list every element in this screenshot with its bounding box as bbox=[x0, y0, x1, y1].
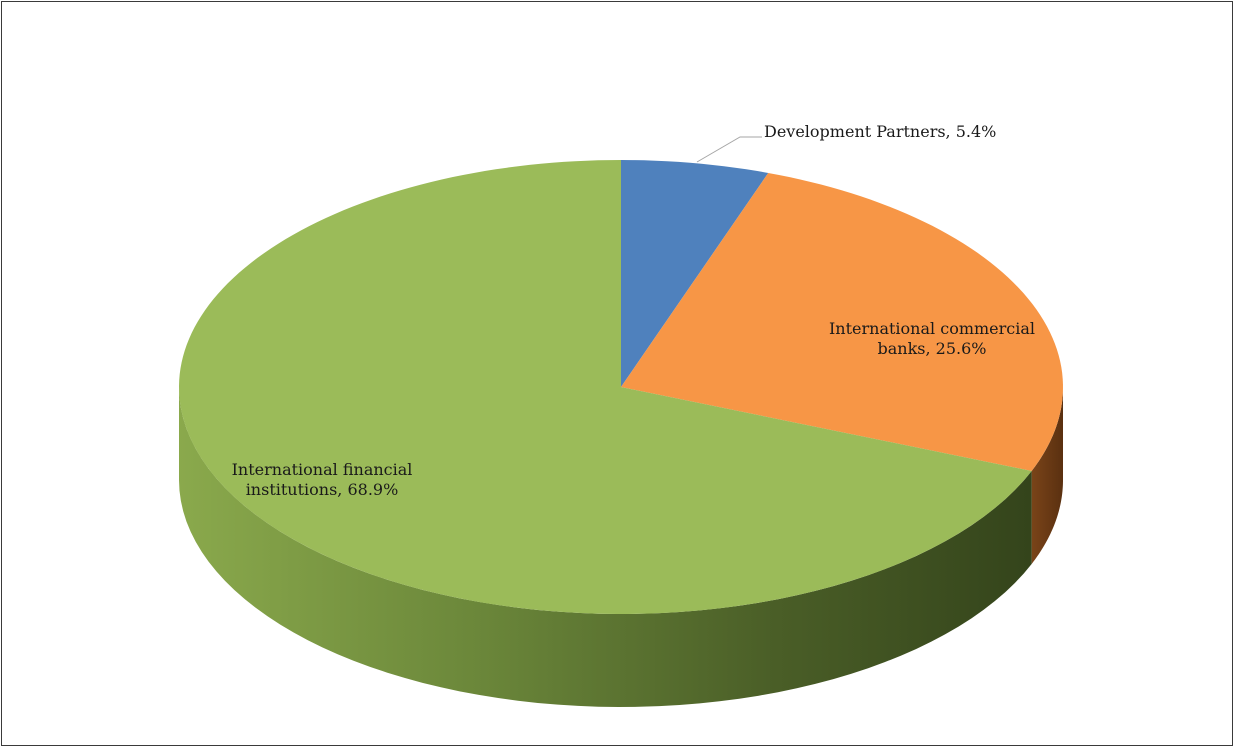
slice-label-3: International financial institutions, 68.… bbox=[232, 460, 413, 499]
pie-slice-2 bbox=[621, 172, 1063, 471]
pie-side-3 bbox=[179, 387, 1032, 707]
leader-line bbox=[696, 136, 762, 163]
pie-slice-1 bbox=[621, 160, 769, 387]
slice-label-1: Development Partners, 5.4% bbox=[764, 122, 996, 141]
pie-side-2 bbox=[1031, 387, 1063, 564]
slice-label-2: International commercial banks, 25.6% bbox=[829, 319, 1035, 358]
pie-slice-3 bbox=[179, 160, 1032, 614]
